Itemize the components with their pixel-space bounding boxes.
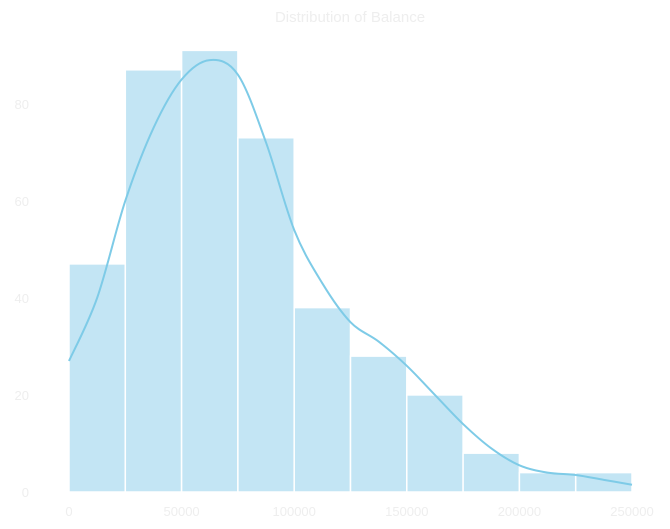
x-tick-label-1: 50000 — [164, 504, 200, 519]
x-tick-label-4: 200000 — [498, 504, 541, 519]
histogram-bar-2 — [180, 49, 239, 493]
kde-group — [68, 58, 633, 486]
y-tick-label-1: 20 — [15, 388, 29, 403]
histogram-bar-4 — [293, 306, 352, 493]
histogram-bar-0 — [68, 263, 127, 493]
x-tick-label-2: 100000 — [273, 504, 316, 519]
bars-group — [68, 49, 633, 493]
x-tick-label-5: 250000 — [610, 504, 653, 519]
histogram-bar-8 — [518, 471, 577, 493]
histogram-bar-3 — [237, 136, 295, 493]
y-tick-label-0: 0 — [22, 485, 29, 500]
y-axis-ticks: 0 20 40 60 80 — [15, 97, 29, 500]
chart-title: Distribution of Balance — [275, 9, 425, 26]
y-tick-label-2: 40 — [15, 291, 29, 306]
x-axis-ticks: 0 50000 100000 150000 200000 250000 — [65, 504, 653, 519]
y-tick-label-4: 80 — [15, 97, 29, 112]
kde-line — [68, 58, 633, 486]
y-tick-label-3: 60 — [15, 194, 29, 209]
histogram-bar-7 — [462, 452, 521, 493]
histogram-bar-1 — [124, 69, 183, 493]
histogram-bar-5 — [349, 355, 408, 493]
histogram-bar-6 — [406, 394, 464, 493]
x-tick-label-0: 0 — [65, 504, 72, 519]
x-tick-label-3: 150000 — [385, 504, 428, 519]
